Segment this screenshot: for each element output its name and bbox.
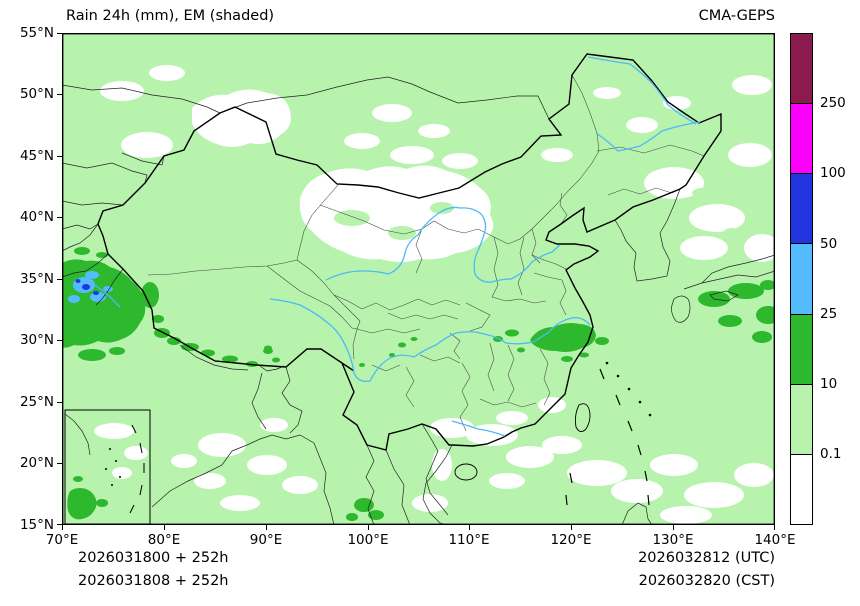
colorbar-segment xyxy=(791,243,812,314)
rain-50-100-patches xyxy=(75,279,99,295)
y-tick-label: 15°N xyxy=(19,517,54,533)
y-tick-label: 35°N xyxy=(19,271,54,287)
colorbar-tick-label: 0.1 xyxy=(820,446,842,462)
valid-time-utc: 2026032812 (UTC) xyxy=(638,550,775,566)
x-tick-label: 140°E xyxy=(754,532,796,548)
y-axis-tick xyxy=(57,217,62,218)
x-axis-tick xyxy=(774,525,775,530)
hainan-island xyxy=(454,463,478,481)
y-axis-tick xyxy=(57,463,62,464)
x-axis-tick xyxy=(673,525,674,530)
colorbar-tick-label: 25 xyxy=(820,306,838,322)
y-tick-label: 45°N xyxy=(19,148,54,164)
y-axis-tick xyxy=(57,340,62,341)
colorbar-segment xyxy=(791,383,812,454)
amur-river xyxy=(587,56,697,125)
y-tick-label: 25°N xyxy=(19,394,54,410)
colorbar-tick-label: 250 xyxy=(820,95,846,111)
y-tick-label: 40°N xyxy=(19,209,54,225)
y-axis-tick xyxy=(57,94,62,95)
colorbar-tick-label: 100 xyxy=(820,165,846,181)
plot-frame xyxy=(61,32,775,526)
x-tick-label: 130°E xyxy=(652,532,694,548)
mottle-patches xyxy=(334,188,741,240)
x-axis-tick xyxy=(164,525,165,530)
nine-dash-line xyxy=(565,368,650,506)
y-tick-label: 30°N xyxy=(19,332,54,348)
y-axis-tick xyxy=(57,279,62,280)
y-tick-label: 55°N xyxy=(19,25,54,41)
colorbar-segment xyxy=(791,103,812,174)
colorbar xyxy=(790,33,813,525)
precipitation-map xyxy=(61,32,780,526)
y-tick-label: 20°N xyxy=(19,455,54,471)
x-axis-tick xyxy=(368,525,369,530)
y-axis-tick xyxy=(57,156,62,157)
x-axis-tick xyxy=(266,525,267,530)
x-tick-label: 110°E xyxy=(448,532,490,548)
rivers xyxy=(89,56,701,437)
x-axis-tick xyxy=(469,525,470,530)
map-background xyxy=(62,33,775,525)
colorbar-tick-label: 50 xyxy=(820,236,838,252)
colorbar-segment xyxy=(791,34,812,104)
model-name: CMA-GEPS xyxy=(698,8,775,24)
y-axis-tick xyxy=(57,524,62,525)
colorbar-segment xyxy=(791,453,812,524)
map-figure xyxy=(61,32,780,526)
colorbar-segment xyxy=(791,313,812,384)
yangtze-river xyxy=(269,298,591,382)
colorbar-tick-label: 10 xyxy=(820,376,838,392)
valid-time-cst: 2026032820 (CST) xyxy=(638,573,775,589)
chart-title: Rain 24h (mm), EM (shaded) xyxy=(66,8,275,24)
y-tick-label: 50°N xyxy=(19,86,54,102)
island-dots xyxy=(605,361,652,417)
y-axis-tick xyxy=(57,402,62,403)
taiwan-island xyxy=(574,403,591,432)
neighbor-borders xyxy=(61,76,776,526)
init-time-cst: 2026031808 + 252h xyxy=(78,573,229,589)
x-axis-tick xyxy=(571,525,572,530)
rain-under-0p1-patches xyxy=(100,65,780,524)
china-border xyxy=(97,53,722,451)
yellow-river xyxy=(325,206,561,283)
init-time-utc: 2026031800 + 252h xyxy=(78,550,229,566)
y-axis-tick xyxy=(57,33,62,34)
x-tick-label: 90°E xyxy=(249,532,283,548)
pearl-river xyxy=(451,420,506,437)
x-tick-label: 80°E xyxy=(147,532,181,548)
south-china-sea-inset xyxy=(64,409,151,525)
x-tick-label: 120°E xyxy=(550,532,592,548)
indus-river xyxy=(89,280,121,308)
x-tick-label: 100°E xyxy=(347,532,389,548)
x-axis-tick xyxy=(62,525,63,530)
songhua-river xyxy=(595,121,701,152)
colorbar-segment xyxy=(791,173,812,244)
x-tick-label: 70°E xyxy=(45,532,79,548)
